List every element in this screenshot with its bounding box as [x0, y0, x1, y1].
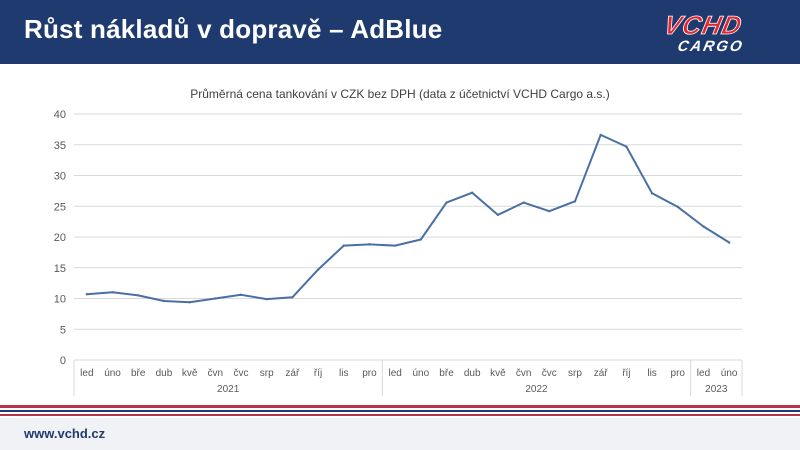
year-group-label: 2023 — [705, 384, 728, 395]
y-tick-label: 20 — [54, 232, 66, 244]
x-tick-label: srp — [568, 368, 582, 379]
y-tick-label: 35 — [54, 140, 66, 152]
x-tick-label: říj — [622, 368, 630, 379]
data-point — [162, 299, 166, 303]
y-tick-label: 30 — [54, 171, 66, 183]
chart-area: Průměrná cena tankování v CZK bez DPH (d… — [0, 64, 800, 404]
year-group-label: 2021 — [217, 384, 240, 395]
data-point — [214, 297, 217, 300]
x-tick-label: led — [80, 368, 93, 379]
logo-text-vchd: VCHD — [661, 10, 745, 40]
x-tick-label: led — [697, 368, 710, 379]
x-tick-label: bře — [131, 368, 146, 379]
y-tick-label: 15 — [54, 263, 66, 275]
x-tick-label: zář — [285, 368, 300, 379]
x-tick-label: říj — [314, 368, 322, 379]
line-chart: Průměrná cena tankování v CZK bez DPH (d… — [54, 87, 743, 396]
series-group — [85, 133, 731, 304]
data-point — [368, 243, 371, 246]
data-point — [316, 268, 320, 271]
x-tick-label: úno — [413, 368, 430, 379]
data-point — [393, 244, 397, 247]
x-tick-label: úno — [104, 368, 121, 379]
data-point — [419, 238, 423, 241]
data-point — [445, 201, 448, 204]
x-tick-label: čvn — [516, 368, 532, 379]
y-axis: 0 5 10 15 20 25 30 35 40 — [54, 109, 66, 367]
x-tick-label: dub — [156, 368, 173, 379]
data-point — [265, 297, 268, 301]
y-tick-label: 40 — [54, 109, 66, 121]
y-tick-label: 10 — [54, 294, 66, 306]
x-tick-label: dub — [464, 368, 481, 379]
x-tick-label: lis — [339, 368, 348, 379]
data-point — [85, 292, 89, 296]
data-point — [471, 191, 474, 194]
year-group-label: 2022 — [525, 384, 548, 395]
y-tick-label: 0 — [60, 355, 66, 367]
header-bar: Růst nákladů v dopravě – AdBlue VCHD CAR… — [0, 0, 800, 64]
data-point — [496, 213, 500, 217]
x-tick-label: čvc — [542, 368, 557, 379]
data-point — [291, 296, 294, 299]
x-tick-label: srp — [260, 368, 274, 379]
data-point — [111, 291, 114, 294]
data-point — [573, 200, 577, 203]
data-point — [727, 241, 731, 244]
gridlines — [74, 113, 742, 361]
x-tick-label: čvc — [234, 368, 249, 379]
footer-website-link[interactable]: www.vchd.cz — [24, 426, 106, 441]
x-tick-label: zář — [594, 368, 609, 379]
data-point — [599, 133, 602, 137]
x-axis: led úno bře dub kvě čvn čvc srp zář říj lis pro led ú… — [73, 360, 743, 396]
data-point — [625, 145, 628, 148]
series-line — [85, 133, 731, 304]
logo-text-cargo: CARGO — [676, 38, 745, 55]
footer-stripes — [0, 404, 800, 418]
x-tick-label: úno — [721, 368, 738, 379]
y-tick-label: 25 — [54, 201, 66, 213]
x-tick-label: pro — [362, 368, 377, 379]
data-point — [650, 192, 654, 195]
vchd-cargo-logo: VCHD CARGO — [661, 10, 746, 55]
data-point — [548, 209, 551, 213]
page-title: Růst nákladů v dopravě – AdBlue — [24, 14, 443, 44]
x-tick-label: čvn — [208, 368, 224, 379]
data-point — [676, 205, 679, 209]
stripe-blue — [0, 410, 800, 412]
data-point — [522, 201, 525, 204]
data-point — [239, 293, 243, 297]
data-point — [188, 300, 191, 304]
x-tick-label: lis — [647, 368, 656, 379]
stripe-red-2 — [0, 414, 800, 416]
data-point — [702, 225, 705, 228]
y-tick-label: 5 — [60, 324, 66, 336]
chart-title: Průměrná cena tankování v CZK bez DPH (d… — [190, 87, 610, 101]
x-tick-label: bře — [439, 368, 454, 379]
x-tick-label: kvě — [490, 368, 506, 379]
data-point — [342, 244, 345, 247]
data-point — [137, 294, 140, 297]
x-tick-label: led — [388, 368, 401, 379]
footer-bar: www.vchd.cz — [0, 418, 800, 450]
stripe-red — [0, 405, 800, 408]
x-tick-label: pro — [671, 368, 686, 379]
x-tick-label: kvě — [182, 368, 198, 379]
